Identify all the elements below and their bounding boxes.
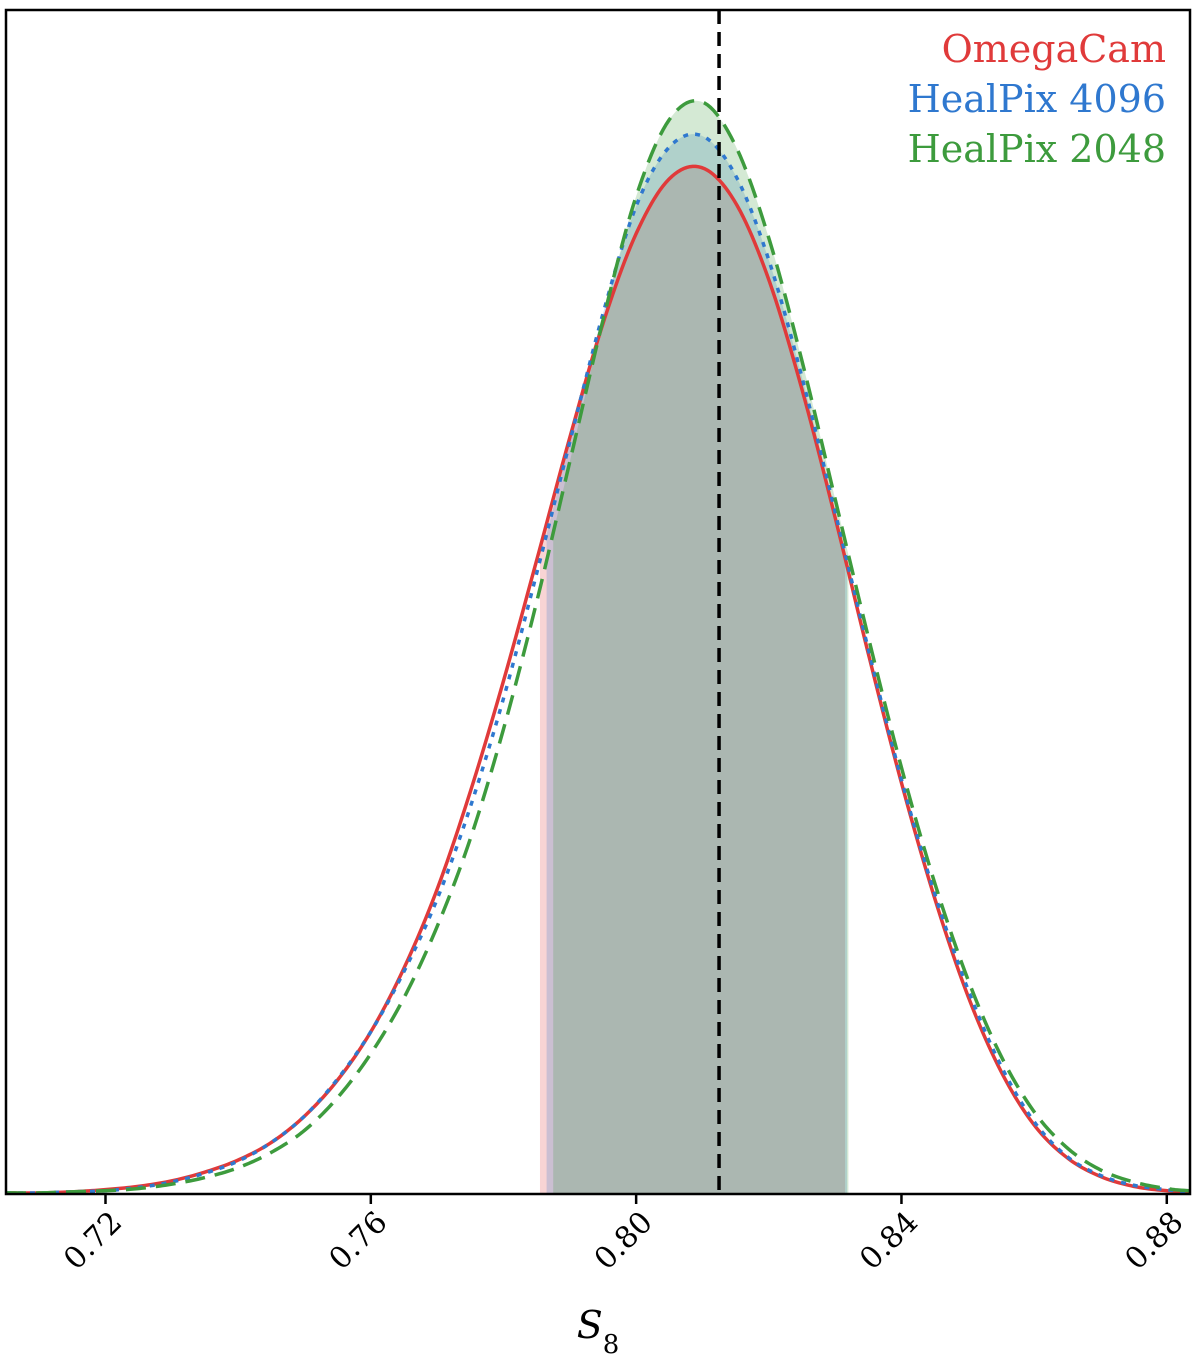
series-line-0 — [5, 164, 1191, 1195]
x-tick-label: 0.76 — [322, 1205, 394, 1277]
x-tick-label: 0.88 — [1118, 1205, 1190, 1277]
x-tick-label: 0.72 — [57, 1205, 129, 1277]
legend-entry-0: OmegaCam — [942, 27, 1166, 71]
interval-fills — [539, 100, 849, 1195]
legend-entry-1: HealPix 4096 — [908, 77, 1166, 121]
x-tick-label: 0.84 — [853, 1205, 925, 1277]
legend: OmegaCam HealPix 4096 HealPix 2048 — [908, 27, 1166, 171]
legend-entry-2: HealPix 2048 — [908, 127, 1166, 171]
interval-fill-0 — [539, 166, 846, 1195]
x-axis-label-subscript: 8 — [603, 1330, 620, 1357]
interval-fill-1 — [546, 134, 848, 1194]
x-axis-ticks: 0.72 0.76 0.80 0.84 0.88 — [57, 1194, 1190, 1277]
x-tick-label: 0.80 — [588, 1205, 660, 1277]
x-axis-label: S8 — [577, 1303, 620, 1357]
x-axis-label-main: S — [577, 1303, 603, 1347]
interval-fill-2 — [553, 100, 849, 1195]
series-line-2 — [5, 98, 1191, 1195]
plot-frame — [4, 8, 1192, 1196]
series-lines — [5, 98, 1191, 1195]
